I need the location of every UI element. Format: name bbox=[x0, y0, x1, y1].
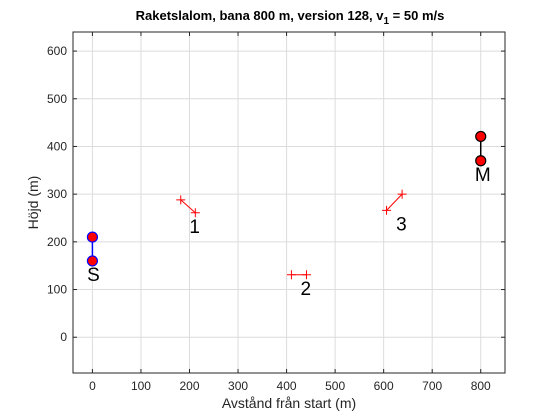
data-series: S M 1 2 3 bbox=[86, 130, 491, 300]
gate-1: 1 bbox=[176, 195, 200, 238]
gate-point bbox=[176, 195, 186, 205]
gate-3: 3 bbox=[382, 189, 407, 235]
x-tick-label: 400 bbox=[277, 379, 297, 393]
axes-box bbox=[72, 31, 506, 374]
finish-marker-group: M bbox=[475, 130, 491, 186]
chart-title-subscript: 1 bbox=[384, 16, 390, 27]
gate-point bbox=[286, 270, 296, 280]
y-tick-label: 0 bbox=[60, 330, 67, 344]
start-label: S bbox=[87, 265, 100, 286]
y-tick-label: 200 bbox=[47, 235, 67, 249]
y-tick-label: 300 bbox=[47, 187, 67, 201]
tick-labels: 0 100 200 300 400 500 600 700 800 0 100 200 300 400 50… bbox=[47, 44, 491, 393]
finish-bottom-point bbox=[475, 155, 487, 167]
y-axis-label: Höjd (m) bbox=[25, 176, 41, 230]
finish-top-point bbox=[475, 130, 487, 143]
gate-2: 2 bbox=[286, 270, 311, 300]
start-marker-group: S bbox=[86, 231, 100, 286]
x-tick-label: 100 bbox=[131, 379, 151, 393]
chart-title-main: Raketslalom, bana 800 m, version 128, v bbox=[136, 8, 385, 23]
x-tick-label: 0 bbox=[89, 379, 96, 393]
x-tick-label: 700 bbox=[422, 379, 442, 393]
gate-label: 1 bbox=[189, 217, 200, 238]
gate-line bbox=[180, 199, 196, 214]
gate-label: 2 bbox=[300, 279, 311, 300]
gate-point bbox=[397, 189, 407, 199]
gate-point bbox=[301, 270, 311, 280]
x-tick-label: 200 bbox=[179, 379, 199, 393]
gate-label: 3 bbox=[396, 214, 407, 235]
chart-title: Raketslalom, bana 800 m, version 128, v1… bbox=[136, 8, 445, 27]
x-tick-label: 300 bbox=[228, 379, 248, 393]
gate-point bbox=[190, 208, 200, 218]
start-top-point bbox=[86, 231, 99, 243]
chart-title-tail: = 50 m/s bbox=[389, 8, 444, 23]
start-bottom-point bbox=[86, 255, 99, 267]
x-tick-label: 500 bbox=[325, 379, 345, 393]
y-tick-label: 100 bbox=[47, 283, 67, 297]
y-tick-label: 400 bbox=[47, 139, 67, 153]
x-tick-label: 800 bbox=[471, 379, 491, 393]
y-tick-label: 600 bbox=[47, 44, 67, 58]
gate-line bbox=[386, 193, 403, 211]
grid bbox=[73, 32, 505, 373]
axis-ticks bbox=[73, 32, 505, 373]
x-tick-label: 600 bbox=[374, 379, 394, 393]
x-axis-label: Avstånd från start (m) bbox=[222, 395, 356, 411]
finish-label: M bbox=[475, 165, 491, 186]
y-tick-label: 500 bbox=[47, 92, 67, 106]
gate-point bbox=[382, 205, 392, 215]
